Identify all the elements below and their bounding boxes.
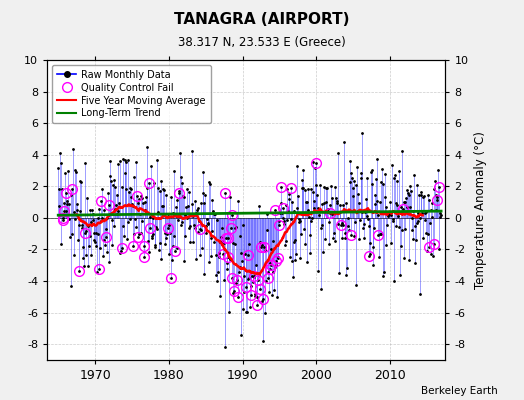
- Text: TANAGRA (AIRPORT): TANAGRA (AIRPORT): [174, 12, 350, 27]
- Y-axis label: Temperature Anomaly (°C): Temperature Anomaly (°C): [474, 131, 487, 289]
- Legend: Raw Monthly Data, Quality Control Fail, Five Year Moving Average, Long-Term Tren: Raw Monthly Data, Quality Control Fail, …: [52, 65, 211, 123]
- Text: Berkeley Earth: Berkeley Earth: [421, 386, 498, 396]
- Text: 38.317 N, 23.533 E (Greece): 38.317 N, 23.533 E (Greece): [178, 36, 346, 49]
